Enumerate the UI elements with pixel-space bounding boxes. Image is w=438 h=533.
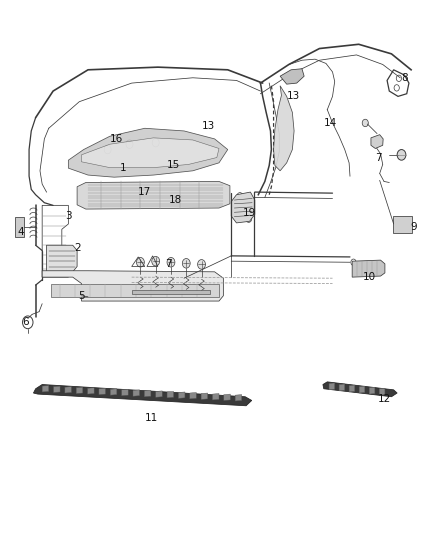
Polygon shape bbox=[371, 135, 383, 149]
Text: 3: 3 bbox=[65, 211, 72, 221]
Text: 9: 9 bbox=[410, 222, 417, 232]
Text: 12: 12 bbox=[378, 394, 392, 405]
Circle shape bbox=[167, 257, 175, 267]
Polygon shape bbox=[329, 383, 335, 390]
Text: 2: 2 bbox=[74, 243, 81, 253]
Polygon shape bbox=[77, 181, 230, 209]
Text: 1: 1 bbox=[120, 163, 126, 173]
Polygon shape bbox=[352, 260, 385, 277]
Circle shape bbox=[291, 73, 297, 79]
Polygon shape bbox=[33, 384, 252, 406]
Text: 4: 4 bbox=[17, 227, 24, 237]
Text: 14: 14 bbox=[324, 118, 337, 128]
Polygon shape bbox=[155, 391, 162, 397]
Text: 13: 13 bbox=[286, 91, 300, 101]
Polygon shape bbox=[274, 86, 294, 171]
Polygon shape bbox=[224, 394, 230, 400]
Polygon shape bbox=[46, 245, 77, 272]
Text: 7: 7 bbox=[375, 152, 381, 163]
Polygon shape bbox=[212, 393, 219, 400]
Circle shape bbox=[137, 257, 145, 267]
Polygon shape bbox=[379, 388, 385, 395]
Polygon shape bbox=[132, 290, 210, 294]
Polygon shape bbox=[235, 394, 242, 401]
Polygon shape bbox=[178, 392, 185, 398]
Circle shape bbox=[397, 150, 406, 160]
Circle shape bbox=[198, 260, 205, 269]
Text: 13: 13 bbox=[201, 120, 215, 131]
Polygon shape bbox=[339, 384, 345, 391]
Text: 7: 7 bbox=[166, 259, 172, 269]
Polygon shape bbox=[133, 390, 140, 396]
Text: 8: 8 bbox=[401, 73, 408, 83]
Polygon shape bbox=[68, 128, 228, 177]
Polygon shape bbox=[359, 386, 365, 393]
Polygon shape bbox=[99, 388, 106, 394]
Polygon shape bbox=[280, 69, 304, 84]
FancyBboxPatch shape bbox=[14, 216, 24, 237]
Polygon shape bbox=[42, 271, 223, 301]
Text: 17: 17 bbox=[138, 187, 152, 197]
FancyBboxPatch shape bbox=[393, 216, 412, 233]
Polygon shape bbox=[190, 392, 196, 399]
Polygon shape bbox=[81, 138, 219, 167]
Polygon shape bbox=[349, 385, 355, 392]
Polygon shape bbox=[201, 393, 208, 399]
Polygon shape bbox=[76, 387, 83, 393]
Polygon shape bbox=[231, 192, 255, 223]
Text: 15: 15 bbox=[166, 160, 180, 171]
Polygon shape bbox=[369, 387, 375, 394]
Polygon shape bbox=[42, 385, 49, 392]
Polygon shape bbox=[167, 391, 173, 398]
Text: 11: 11 bbox=[145, 413, 158, 423]
Polygon shape bbox=[51, 284, 219, 297]
Text: 18: 18 bbox=[169, 195, 182, 205]
Circle shape bbox=[362, 119, 368, 127]
Polygon shape bbox=[110, 389, 117, 395]
Text: 5: 5 bbox=[78, 290, 85, 301]
Circle shape bbox=[182, 259, 190, 268]
Text: 10: 10 bbox=[363, 272, 376, 282]
Text: 19: 19 bbox=[243, 208, 256, 219]
Polygon shape bbox=[53, 386, 60, 392]
Text: 16: 16 bbox=[110, 134, 123, 144]
Polygon shape bbox=[323, 382, 397, 397]
Polygon shape bbox=[65, 386, 71, 393]
Polygon shape bbox=[88, 387, 94, 394]
Text: 6: 6 bbox=[23, 317, 29, 327]
Polygon shape bbox=[145, 390, 151, 397]
Polygon shape bbox=[122, 389, 128, 395]
Circle shape bbox=[152, 256, 159, 266]
